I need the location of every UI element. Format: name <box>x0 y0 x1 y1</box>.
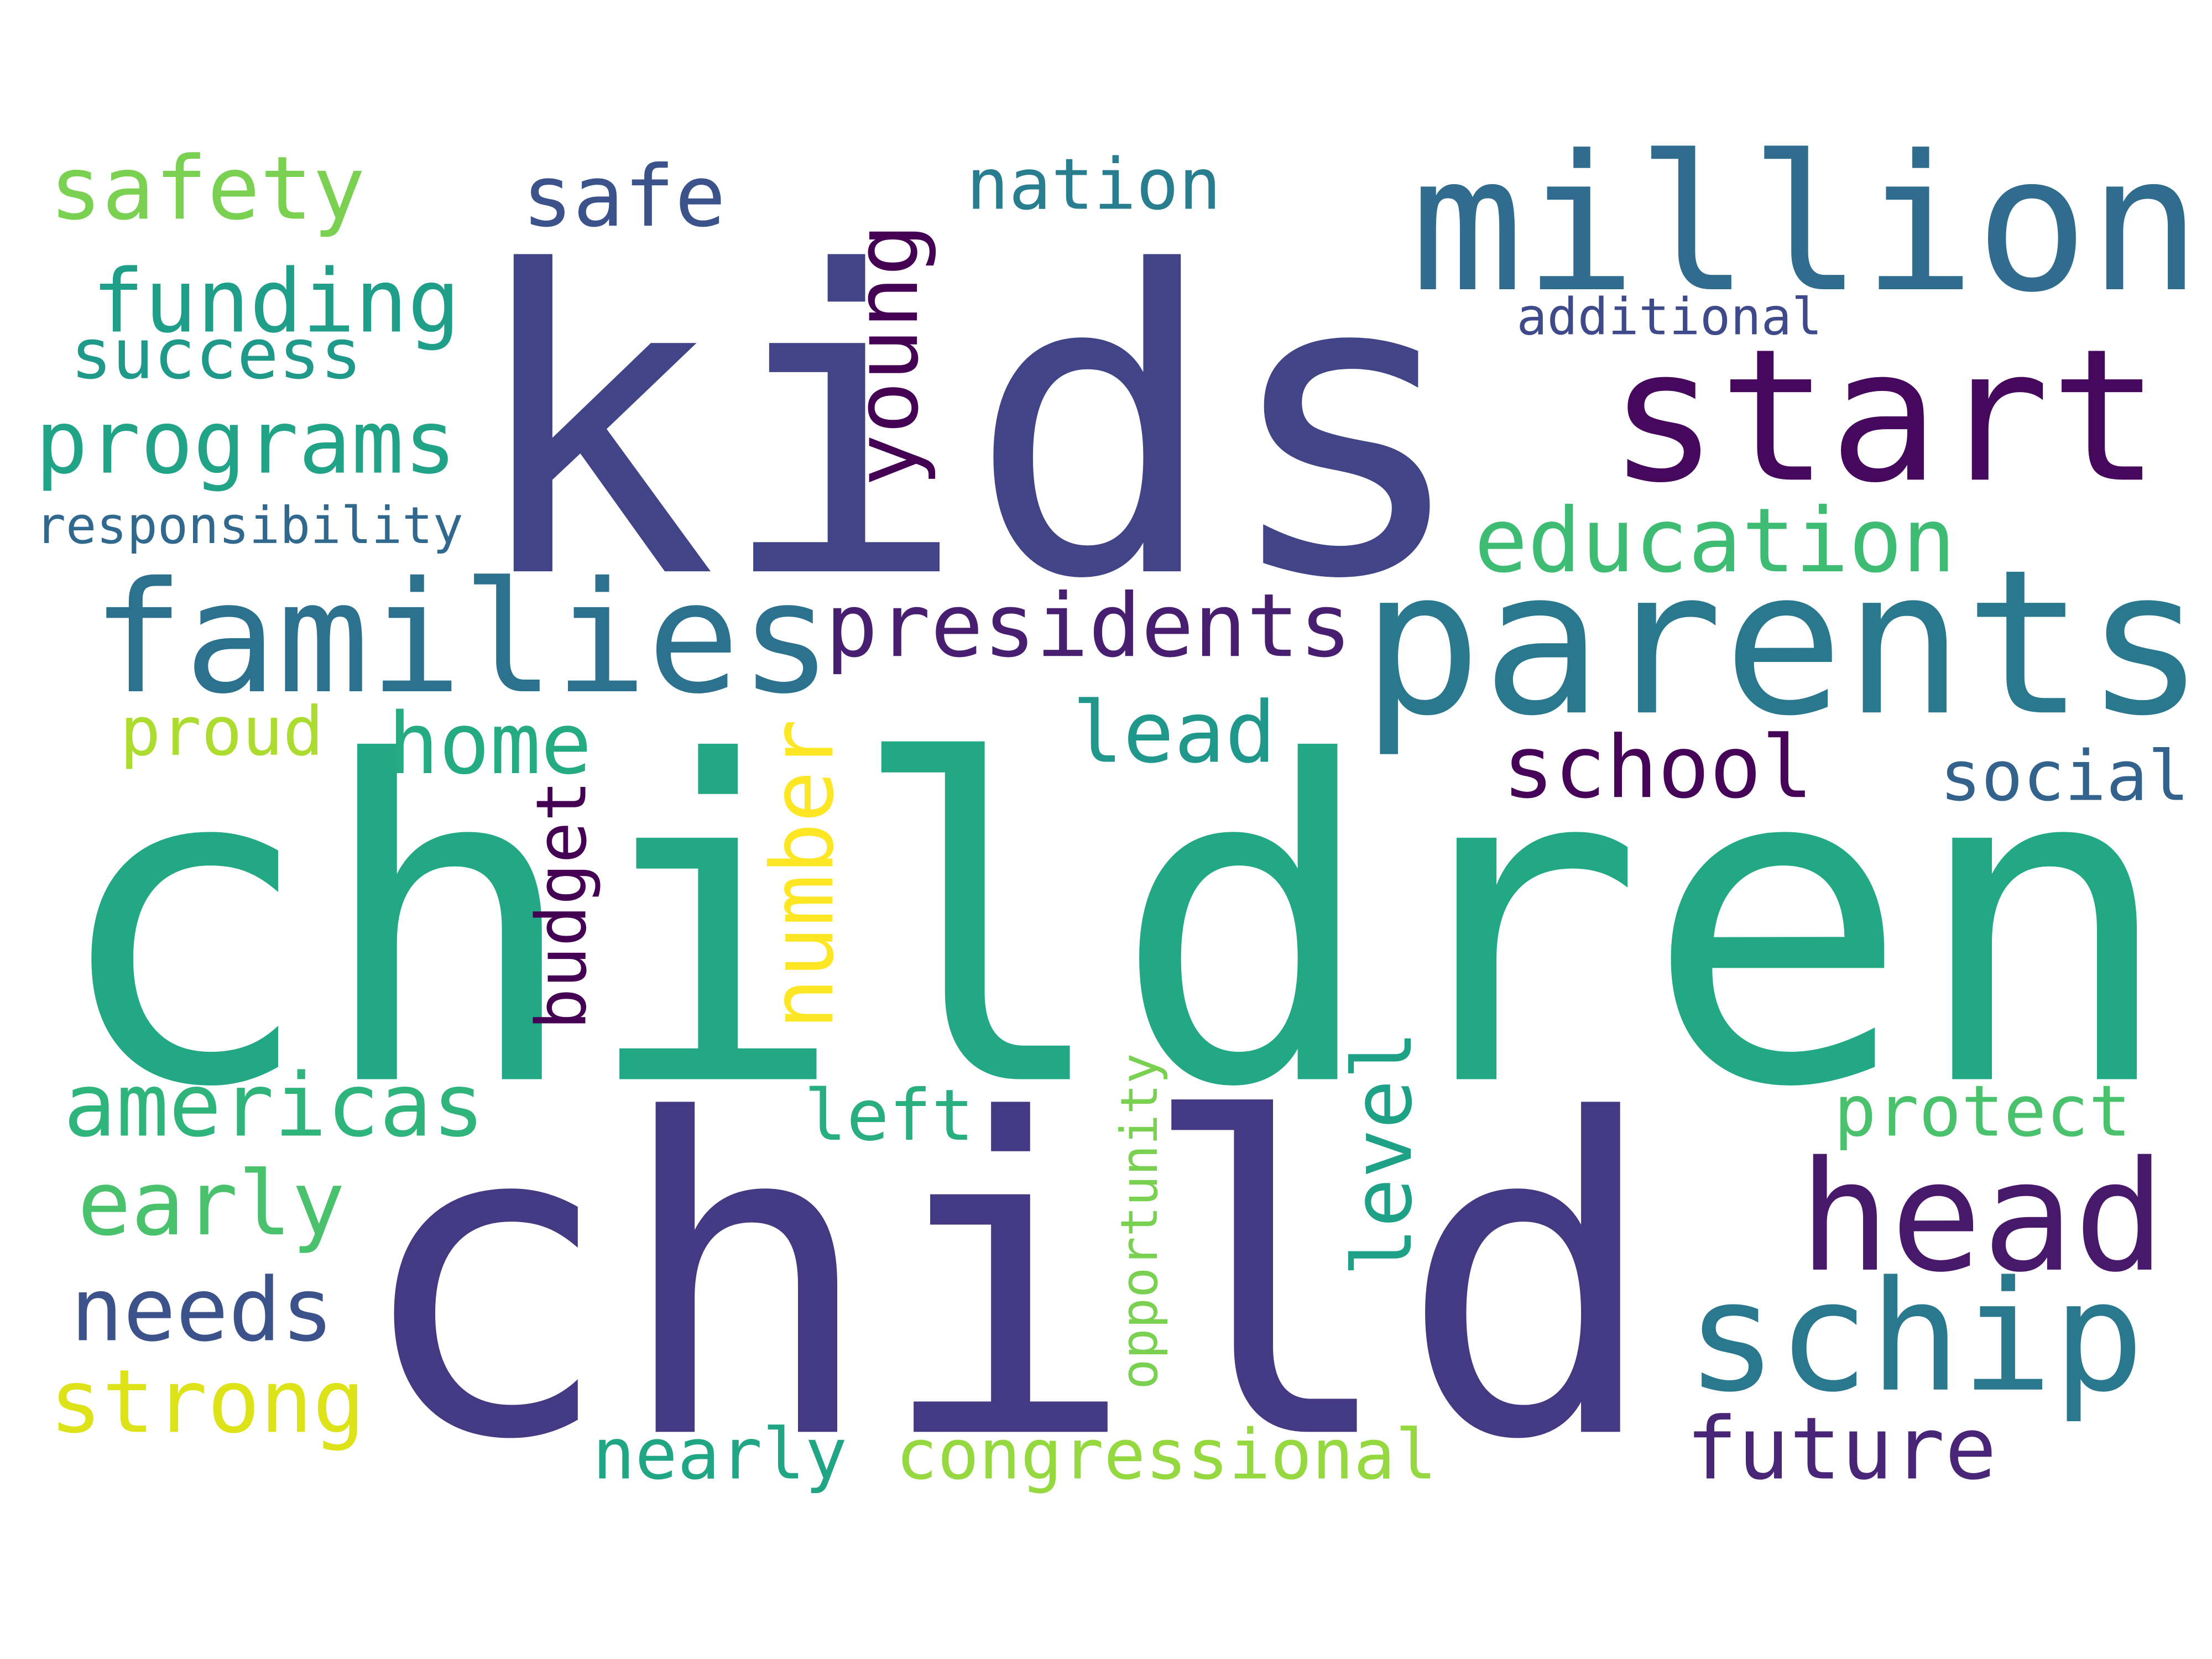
word: schip <box>1686 1248 2144 1426</box>
word: programs <box>35 392 457 494</box>
word: opportunity <box>1110 1053 1169 1390</box>
word: left <box>804 1075 974 1157</box>
word: children <box>49 670 2176 1184</box>
word: responsibility <box>35 496 463 555</box>
word: success <box>71 315 362 395</box>
word: families <box>92 549 832 728</box>
word: social <box>1940 736 2190 816</box>
word: number <box>753 719 853 1030</box>
word: needs <box>71 1259 334 1361</box>
word: million <box>1411 116 2201 334</box>
word: head <box>1799 1128 2166 1306</box>
word: presidents <box>825 575 1352 677</box>
word: safety <box>49 138 365 239</box>
word: lead <box>1072 684 1276 782</box>
word: home <box>388 695 592 794</box>
word: budget <box>522 780 602 1030</box>
word: future <box>1686 1399 1996 1499</box>
word: protect <box>1834 1071 2131 1153</box>
word: congressional <box>896 1415 1437 1495</box>
word: kids <box>466 184 1471 670</box>
word: funding <box>92 251 461 352</box>
word: early <box>77 1152 345 1255</box>
word: americas <box>64 1055 485 1157</box>
word: young <box>836 223 938 487</box>
word: safe <box>522 148 726 246</box>
word: strong <box>49 1351 365 1453</box>
word: additional <box>1516 288 1822 347</box>
word: proud <box>120 692 324 771</box>
word: school <box>1503 717 1813 817</box>
word: education <box>1474 489 1956 592</box>
word: nation <box>966 144 1221 226</box>
word: nearly <box>592 1413 847 1495</box>
word: level <box>1335 1030 1430 1276</box>
word: child <box>353 1029 1661 1535</box>
word: start <box>1608 310 2160 523</box>
word: parents <box>1361 527 2206 760</box>
